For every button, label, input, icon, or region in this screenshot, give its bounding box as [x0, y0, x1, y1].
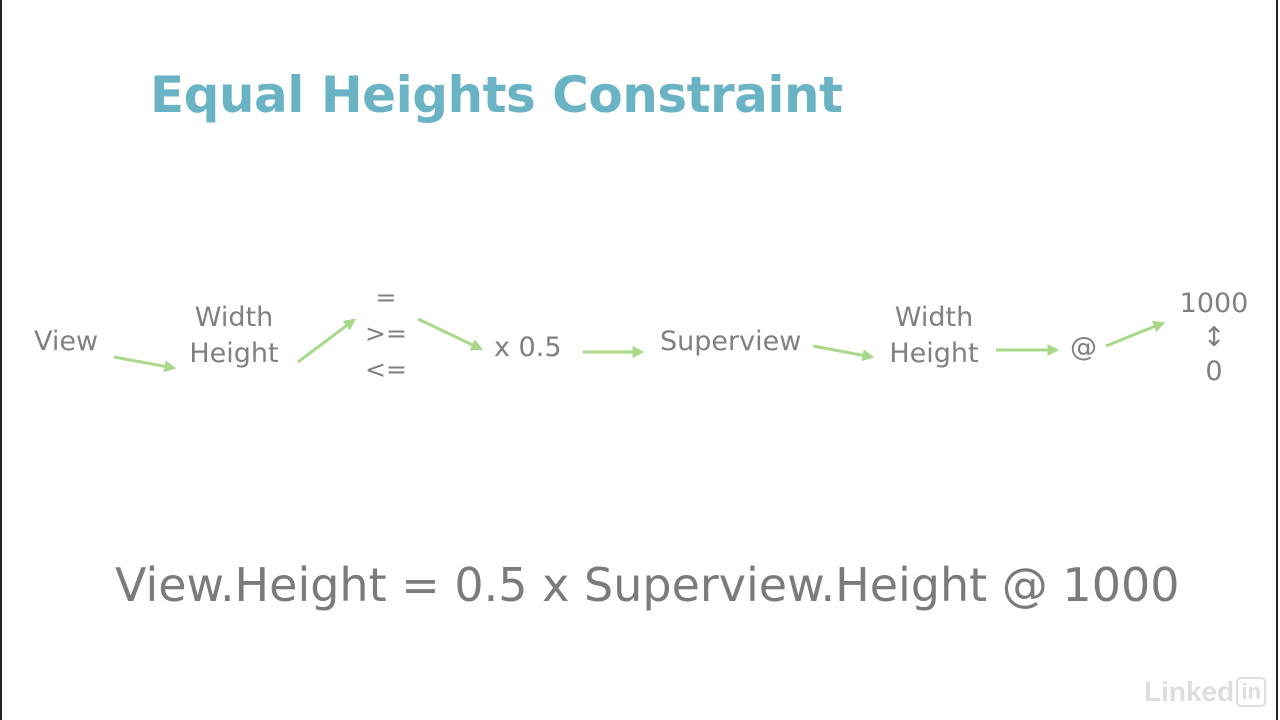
superview-height-label: Height — [889, 338, 979, 369]
width-label: Width — [194, 302, 274, 333]
priority-range-arrow-icon: ↕ — [1202, 322, 1226, 353]
logo-text: Linked — [1144, 676, 1235, 707]
logo-box: in — [1236, 677, 1267, 707]
relation-gte: >= — [365, 319, 407, 348]
superview-attributes: Width Height — [884, 300, 984, 372]
constraint-formula: View.Height = 0.5 x Superview.Height @ 1… — [115, 558, 1180, 612]
linkedin-logo: Linked in — [1144, 674, 1267, 710]
superview-label: Superview — [660, 326, 802, 357]
arrow-view-to-attributes — [113, 355, 177, 373]
priority-at-label: @ — [1070, 332, 1097, 363]
superview-width-label: Width — [894, 302, 974, 333]
priority-range: 1000 ↕ 0 — [1176, 287, 1252, 389]
slide-title: Equal Heights Constraint — [150, 66, 843, 124]
relation-options: = >= <= — [356, 280, 416, 388]
priority-min-label: 0 — [1205, 356, 1223, 387]
arrow-attributes-to-relation — [297, 318, 356, 364]
relation-lte: <= — [365, 355, 407, 384]
view-attributes: Width Height — [186, 300, 282, 372]
priority-max-label: 1000 — [1179, 288, 1249, 319]
arrow-priority-to-range — [1105, 321, 1166, 348]
height-label: Height — [189, 338, 279, 369]
arrow-relation-to-multiplier — [417, 317, 484, 351]
multiplier-label: x 0.5 — [494, 332, 562, 363]
relation-equal: = — [375, 283, 397, 312]
arrow-superview-to-attributes — [812, 344, 875, 362]
view-label: View — [34, 326, 99, 357]
